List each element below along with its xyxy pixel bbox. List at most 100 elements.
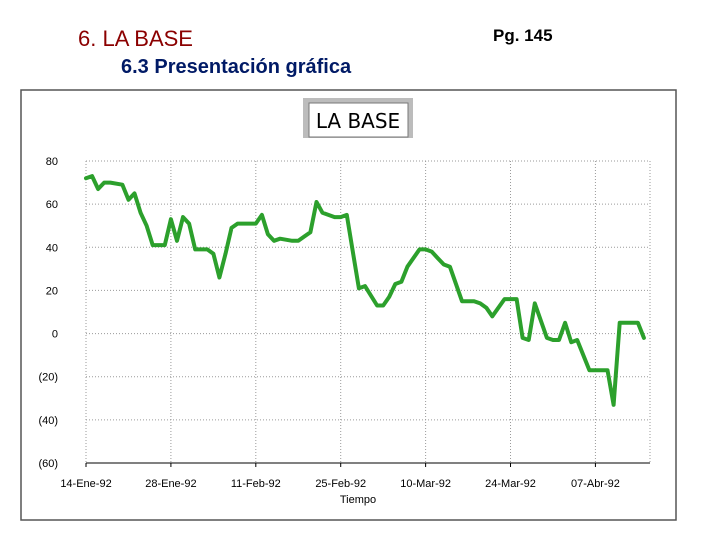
data-point (187, 222, 191, 226)
chart-panel (20, 89, 677, 521)
data-point (205, 247, 209, 251)
data-point (211, 252, 215, 256)
data-point (484, 306, 488, 310)
data-point (260, 213, 264, 217)
data-point (193, 247, 197, 251)
data-point (399, 280, 403, 284)
subsection-heading: 6.3 Presentación gráfica (121, 56, 352, 78)
data-point (424, 247, 428, 251)
y-tick-label: (20) (38, 372, 58, 384)
data-point (436, 256, 440, 260)
y-axis: 80 60 40 20 0 (20) (40) (60) (38, 156, 58, 470)
x-axis-title: Tiempo (340, 494, 376, 506)
data-point (217, 276, 221, 279)
y-tick-label: 20 (46, 285, 58, 297)
data-point (345, 213, 349, 217)
data-point (120, 183, 124, 187)
data-point (533, 301, 537, 305)
data-point (575, 338, 579, 342)
data-point (175, 239, 179, 243)
data-point (381, 304, 385, 307)
data-point (606, 368, 609, 372)
x-tick-label: 11-Feb-92 (231, 478, 281, 490)
data-point (545, 336, 549, 340)
data-point (224, 252, 227, 256)
y-tick-label: 60 (46, 199, 58, 211)
data-point (302, 235, 306, 238)
data-point (527, 338, 531, 342)
data-point (108, 181, 112, 185)
x-tick-label: 25-Feb-92 (315, 478, 366, 490)
data-point (278, 237, 282, 241)
data-point (163, 243, 167, 247)
section-heading: 6. LA BASE (78, 26, 193, 51)
data-point (375, 304, 379, 307)
y-tick-label: (40) (38, 415, 58, 427)
data-point (405, 265, 409, 269)
data-point (96, 187, 100, 191)
data-point (315, 200, 318, 204)
data-point (557, 338, 561, 342)
data-point (503, 297, 506, 301)
page-number: Pg. 145 (493, 26, 553, 45)
data-point (460, 299, 464, 303)
series-group (84, 174, 646, 407)
data-point (630, 321, 634, 325)
x-tick-label: 28-Ene-92 (145, 478, 196, 490)
data-point (90, 174, 94, 178)
y-tick-label: 40 (46, 242, 58, 254)
data-point (169, 217, 173, 221)
data-point (357, 286, 361, 290)
data-point (363, 284, 367, 288)
data-point (254, 222, 258, 226)
y-tick-label: (60) (38, 458, 58, 470)
data-point (515, 297, 519, 301)
data-point (509, 297, 512, 301)
data-point (272, 239, 276, 243)
data-point (296, 239, 300, 243)
data-point (569, 340, 573, 344)
chart-title-box (308, 102, 409, 138)
data-point (618, 321, 622, 325)
data-point (478, 301, 482, 305)
data-point (84, 176, 88, 180)
data-point (472, 299, 476, 303)
y-tick-label: 80 (46, 156, 58, 168)
data-point (351, 250, 355, 254)
data-point (563, 321, 567, 325)
data-point (333, 215, 337, 219)
data-point (339, 215, 343, 219)
data-point (102, 181, 106, 185)
data-point (551, 338, 555, 342)
data-point (230, 226, 233, 230)
data-point (139, 211, 143, 215)
data-point (133, 191, 136, 195)
data-point (612, 403, 616, 407)
x-axis: 14-Ene-92 28-Ene-92 11-Feb-92 25-Feb-92 10-M… (60, 463, 620, 490)
data-point (151, 243, 155, 247)
x-tick-label: 07-Abr-92 (571, 478, 620, 490)
data-point (321, 211, 324, 215)
data-point (308, 230, 312, 234)
data-point (418, 247, 421, 251)
data-point (587, 368, 591, 372)
x-tick-label: 10-Mar-92 (400, 478, 451, 490)
x-tick-label: 24-Mar-92 (485, 478, 536, 490)
data-point (600, 368, 603, 372)
y-tick-label: 0 (52, 329, 58, 341)
data-point (490, 314, 494, 318)
data-point (248, 222, 252, 226)
data-point (387, 295, 391, 299)
data-point (442, 263, 446, 266)
data-point (127, 198, 130, 202)
data-point (236, 222, 240, 226)
data-point (466, 299, 470, 303)
data-point (290, 239, 294, 243)
x-tick-label: 14-Ene-92 (60, 478, 111, 490)
data-point (448, 265, 452, 269)
data-point (266, 232, 270, 236)
data-point (393, 282, 397, 286)
data-point (145, 224, 149, 228)
data-point (642, 336, 646, 340)
